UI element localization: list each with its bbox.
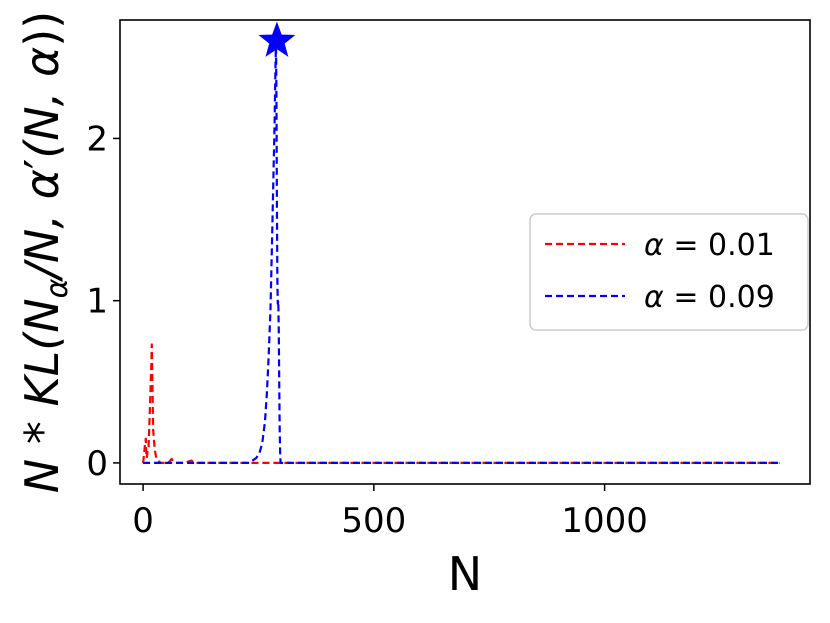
peak-star-marker	[258, 21, 296, 57]
series-layer	[142, 21, 780, 464]
legend-entry-series-1: α = 0.01	[545, 228, 775, 263]
x-axis-label: N	[448, 547, 482, 601]
x-axis-ticks: 0 500 1000	[132, 484, 648, 541]
series-line-2	[143, 39, 780, 464]
series-line-1	[142, 343, 780, 464]
y-tick-label: 2	[86, 119, 108, 159]
y-tick-label: 1	[86, 282, 108, 322]
legend: α = 0.01 α = 0.09	[529, 213, 809, 331]
legend-box	[529, 213, 809, 331]
x-tick-label: 0	[132, 501, 154, 541]
x-tick-label: 1000	[561, 501, 648, 541]
y-axis-label: N * KL(Nα/N, α′(N, α))	[15, 11, 75, 493]
legend-entry-series-2: α = 0.09	[545, 280, 775, 315]
legend-label-series-1: α = 0.01	[644, 228, 775, 263]
y-axis-ticks: 0 1 2	[86, 119, 120, 484]
legend-label-series-2: α = 0.09	[644, 280, 775, 315]
x-tick-label: 500	[341, 501, 406, 541]
y-tick-label: 0	[86, 444, 108, 484]
